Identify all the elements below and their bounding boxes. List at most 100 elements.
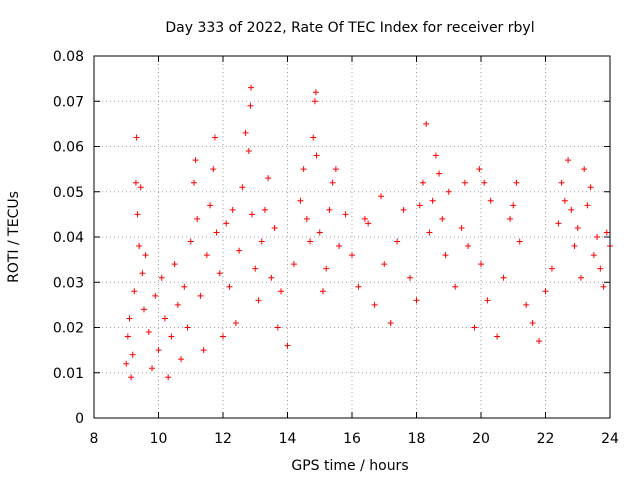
data-point xyxy=(419,179,426,186)
data-point xyxy=(484,297,491,304)
data-point xyxy=(445,188,452,195)
data-point xyxy=(478,261,484,268)
x-tick-label: 10 xyxy=(150,431,168,447)
data-point xyxy=(181,283,188,290)
x-axis: 8 10 12 14 16 18 20 22 24 xyxy=(90,56,619,447)
data-point xyxy=(577,274,584,281)
data-point xyxy=(436,170,443,177)
data-point xyxy=(226,283,233,290)
data-point xyxy=(248,84,255,91)
x-tick-label: 12 xyxy=(214,431,232,447)
data-point xyxy=(355,283,362,290)
data-point xyxy=(268,274,275,281)
data-point xyxy=(507,215,514,222)
data-point xyxy=(133,134,140,141)
data-point xyxy=(300,166,307,173)
y-tick-label: 0.04 xyxy=(53,230,84,246)
data-point xyxy=(603,229,610,236)
chart-title: Day 333 of 2022, Rate Of TEC Index for r… xyxy=(165,20,534,36)
data-point xyxy=(413,297,420,304)
data-point xyxy=(326,206,333,213)
data-point xyxy=(361,215,368,222)
data-point xyxy=(207,202,214,209)
data-points xyxy=(123,84,613,381)
data-point xyxy=(465,243,472,250)
data-point xyxy=(247,102,254,109)
data-point xyxy=(590,252,597,259)
data-point xyxy=(265,175,272,182)
data-point xyxy=(128,374,135,381)
data-point xyxy=(584,202,591,209)
data-point xyxy=(329,179,336,186)
data-point xyxy=(476,166,483,173)
x-tick-label: 14 xyxy=(279,431,297,447)
data-point xyxy=(381,261,388,268)
data-point xyxy=(323,265,330,272)
data-point xyxy=(236,247,243,254)
data-point xyxy=(536,338,543,345)
data-point xyxy=(513,179,520,186)
data-point xyxy=(249,211,256,218)
y-tick-label: 0.03 xyxy=(53,275,84,291)
data-point xyxy=(311,98,318,105)
data-point xyxy=(336,243,343,250)
data-point xyxy=(136,243,143,250)
data-point xyxy=(190,179,197,186)
data-point xyxy=(313,152,320,159)
data-point xyxy=(187,238,194,245)
data-point xyxy=(542,288,549,295)
data-point xyxy=(155,347,162,354)
data-point xyxy=(400,206,407,213)
x-axis-title: GPS time / hours xyxy=(291,458,408,474)
data-point xyxy=(174,301,181,308)
data-point xyxy=(245,148,252,155)
data-point xyxy=(137,184,144,191)
data-point xyxy=(407,274,414,281)
data-point xyxy=(332,166,339,173)
data-point xyxy=(316,229,323,236)
data-point xyxy=(558,179,565,186)
data-point xyxy=(211,134,218,141)
data-point xyxy=(242,129,249,136)
data-point xyxy=(574,224,581,231)
x-tick-label: 20 xyxy=(472,431,490,447)
data-point xyxy=(510,202,517,209)
data-point xyxy=(158,274,165,281)
data-point xyxy=(394,238,401,245)
data-point xyxy=(568,206,575,213)
data-point xyxy=(371,301,378,308)
data-point xyxy=(131,288,138,295)
data-point xyxy=(252,265,259,272)
data-point xyxy=(232,319,239,326)
data-point xyxy=(458,224,465,231)
x-tick-label: 8 xyxy=(90,431,99,447)
data-point xyxy=(178,356,185,363)
data-point xyxy=(140,306,147,313)
data-point xyxy=(213,229,220,236)
data-point xyxy=(555,220,562,227)
data-point xyxy=(597,265,604,272)
data-point xyxy=(365,220,372,227)
data-point xyxy=(197,292,204,299)
data-point xyxy=(452,283,459,290)
data-point xyxy=(310,134,317,141)
data-point xyxy=(261,206,268,213)
data-point xyxy=(565,157,572,164)
y-tick-label: 0.05 xyxy=(53,185,84,201)
y-tick-label: 0 xyxy=(75,411,84,427)
data-point xyxy=(290,261,297,268)
x-tick-label: 22 xyxy=(537,431,555,447)
data-point xyxy=(600,283,607,290)
data-point xyxy=(145,329,152,336)
data-point xyxy=(319,288,326,295)
data-point xyxy=(210,166,217,173)
data-point xyxy=(461,179,468,186)
data-point xyxy=(152,292,159,299)
y-tick-label: 0.01 xyxy=(53,366,84,382)
data-point xyxy=(192,157,199,164)
data-point xyxy=(594,234,601,240)
data-point xyxy=(349,252,355,259)
data-point xyxy=(126,315,133,322)
data-point xyxy=(220,333,226,340)
